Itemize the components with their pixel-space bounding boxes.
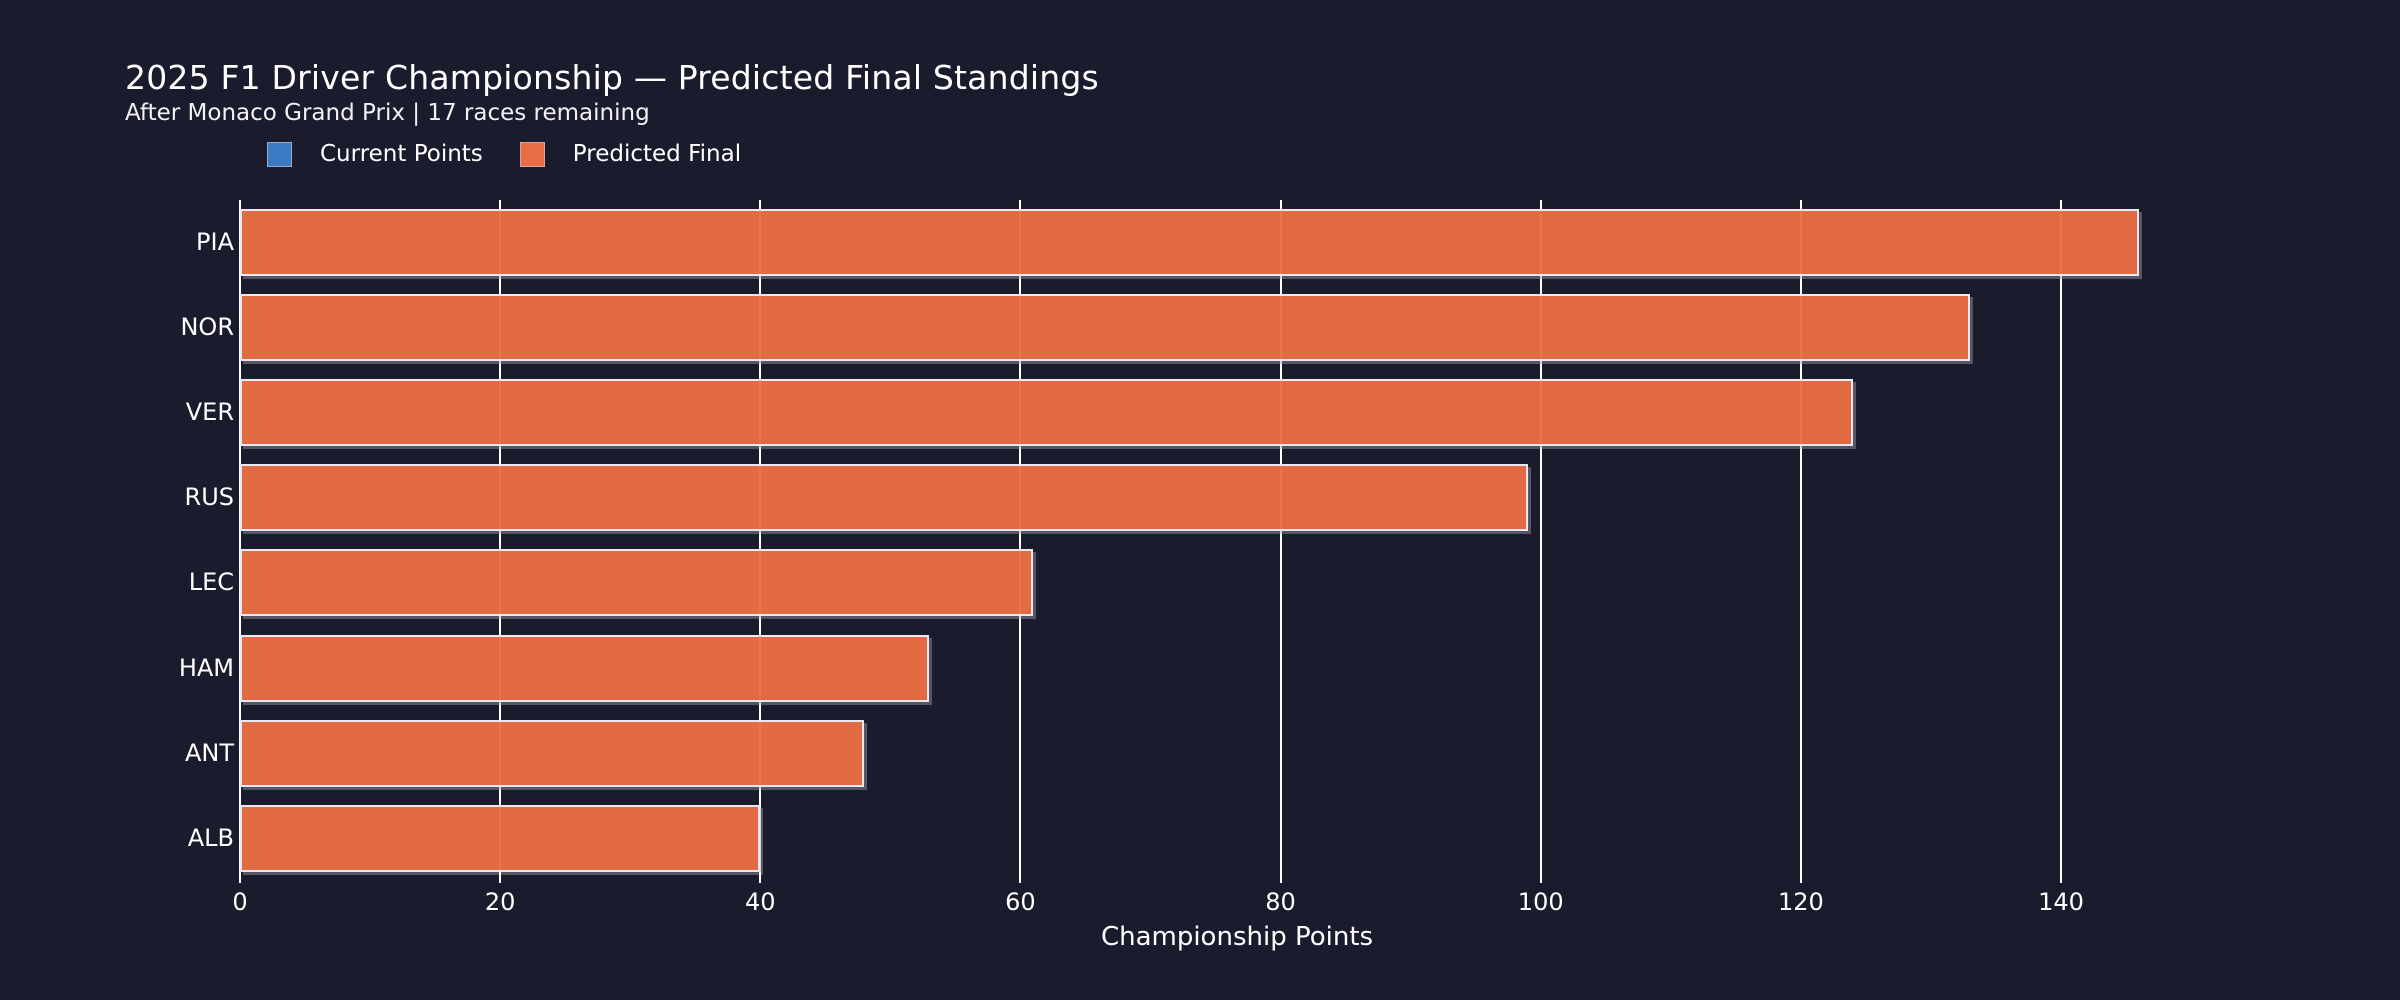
y-tick-label-ant: ANT — [184, 738, 234, 767]
gridline-x-60 — [1019, 200, 1022, 872]
legend-label-predicted-final: Predicted Final — [572, 141, 742, 167]
bar-pia-predicted-final — [240, 208, 2140, 276]
x-tick-label-100: 100 — [1517, 888, 1564, 916]
legend-swatch-current-points — [267, 141, 292, 167]
x-tick-mark-100 — [1539, 872, 1542, 883]
legend-label-current-points: Current Points — [320, 141, 483, 167]
legend-item-predicted-final: Predicted Final — [519, 141, 742, 167]
bar-ant-predicted-final — [240, 719, 865, 787]
y-tick-label-nor: NOR — [180, 312, 234, 341]
x-tick-mark-120 — [1799, 872, 1802, 883]
gridline-x-20 — [499, 200, 502, 872]
bar-alb-predicted-final — [240, 804, 761, 872]
x-tick-mark-80 — [1279, 872, 1282, 883]
plot-area: 0 20 40 60 80 100 120 140 — [232, 200, 2234, 916]
y-tick-label-ver: VER — [185, 397, 234, 426]
gridline-x-0 — [239, 200, 241, 872]
legend-item-current-points: Current Points — [267, 141, 483, 167]
legend: Current Points Predicted Final — [267, 141, 741, 167]
x-tick-label-140: 140 — [2038, 888, 2084, 916]
bar-nor-predicted-final — [240, 293, 1970, 361]
x-tick-label-20: 20 — [484, 888, 516, 916]
y-tick-label-rus: RUS — [184, 483, 234, 512]
gridline-x-120 — [1799, 200, 1802, 872]
x-tick-label-120: 120 — [1777, 888, 1824, 916]
bar-lec-predicted-final — [240, 549, 1034, 617]
x-tick-mark-60 — [1019, 872, 1022, 883]
legend-swatch-predicted-final — [519, 141, 545, 167]
gridline-x-80 — [1279, 200, 1282, 872]
x-axis-label: Championship Points — [1100, 922, 1374, 952]
x-tick-mark-20 — [499, 872, 502, 883]
x-tick-label-60: 60 — [1005, 888, 1036, 916]
y-tick-label-lec: LEC — [188, 568, 234, 597]
x-tick-label-40: 40 — [745, 888, 776, 916]
bar-rus-predicted-final — [240, 464, 1528, 532]
bar-ham-predicted-final — [240, 634, 930, 702]
y-tick-label-pia: PIA — [196, 227, 234, 256]
x-tick-mark-40 — [759, 872, 762, 883]
x-tick-mark-0 — [239, 872, 241, 883]
chart-title: 2025 F1 Driver Championship — Predicted … — [125, 58, 1099, 97]
x-tick-label-80: 80 — [1265, 888, 1296, 916]
x-tick-label-0: 0 — [232, 888, 248, 916]
gridline-x-140 — [2060, 200, 2062, 872]
gridline-x-40 — [759, 200, 762, 872]
chart-subtitle: After Monaco Grand Prix | 17 races remai… — [125, 100, 650, 126]
y-tick-label-alb: ALB — [187, 823, 234, 852]
y-tick-label-ham: HAM — [178, 653, 234, 682]
gridline-x-100 — [1539, 200, 1542, 872]
bar-ver-predicted-final — [240, 378, 1853, 446]
x-tick-mark-140 — [2060, 872, 2062, 883]
